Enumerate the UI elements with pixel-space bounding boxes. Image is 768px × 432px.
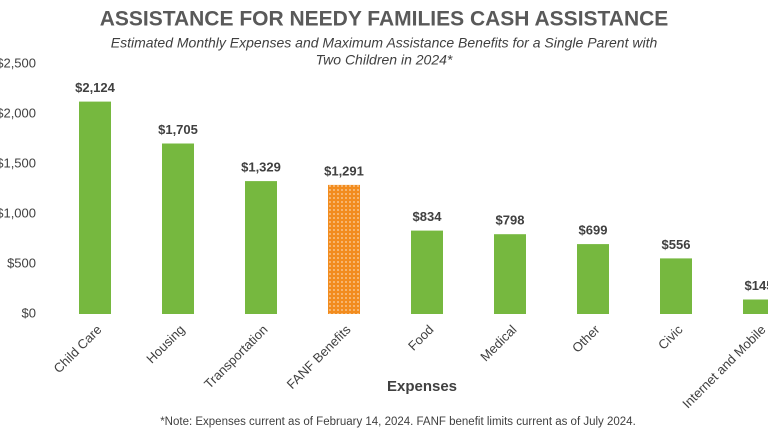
bar (328, 184, 360, 314)
y-tick-label: $0 (22, 305, 36, 320)
data-label: $2,124 (75, 80, 116, 95)
y-tick-label: $1,000 (0, 205, 36, 220)
footnote: *Note: Expenses current as of February 1… (160, 416, 636, 428)
x-tick-label: Child Care (51, 322, 105, 376)
bar (494, 234, 526, 314)
x-tick-label: Food (405, 322, 437, 354)
bar (660, 258, 692, 314)
x-axis-title: Expenses (387, 378, 457, 395)
x-tick-label: Civic (655, 322, 686, 353)
chart-title: ASSISTANCE FOR NEEDY FAMILIES CASH ASSIS… (100, 8, 669, 31)
data-label: $699 (579, 223, 608, 238)
bar (577, 244, 609, 314)
data-label: $1,705 (158, 122, 198, 137)
y-tick-label: $2,000 (0, 105, 36, 120)
data-label: $556 (662, 237, 691, 252)
data-label: $145 (745, 278, 768, 293)
x-tick-label: Internet and Mobile (679, 322, 768, 411)
data-label: $798 (496, 213, 525, 228)
bar (411, 230, 443, 314)
data-label: $834 (413, 209, 443, 224)
x-tick-label: Housing (143, 322, 187, 366)
x-tick-label: Other (569, 321, 603, 355)
x-tick-label: Transportation (201, 322, 271, 392)
bar (245, 181, 277, 314)
y-tick-label: $2,500 (0, 55, 36, 70)
bar (743, 299, 768, 314)
chart-subtitle: Two Children in 2024* (316, 52, 453, 68)
data-label: $1,329 (241, 160, 281, 175)
bar (79, 101, 111, 314)
chart-subtitle: Estimated Monthly Expenses and Maximum A… (111, 35, 658, 51)
y-tick-label: $500 (7, 255, 36, 270)
data-label: $1,291 (324, 163, 364, 178)
y-tick-label: $1,500 (0, 155, 36, 170)
x-tick-label: FANF Benefits (284, 322, 354, 392)
bar (162, 143, 194, 314)
x-tick-label: Medical (477, 322, 519, 364)
